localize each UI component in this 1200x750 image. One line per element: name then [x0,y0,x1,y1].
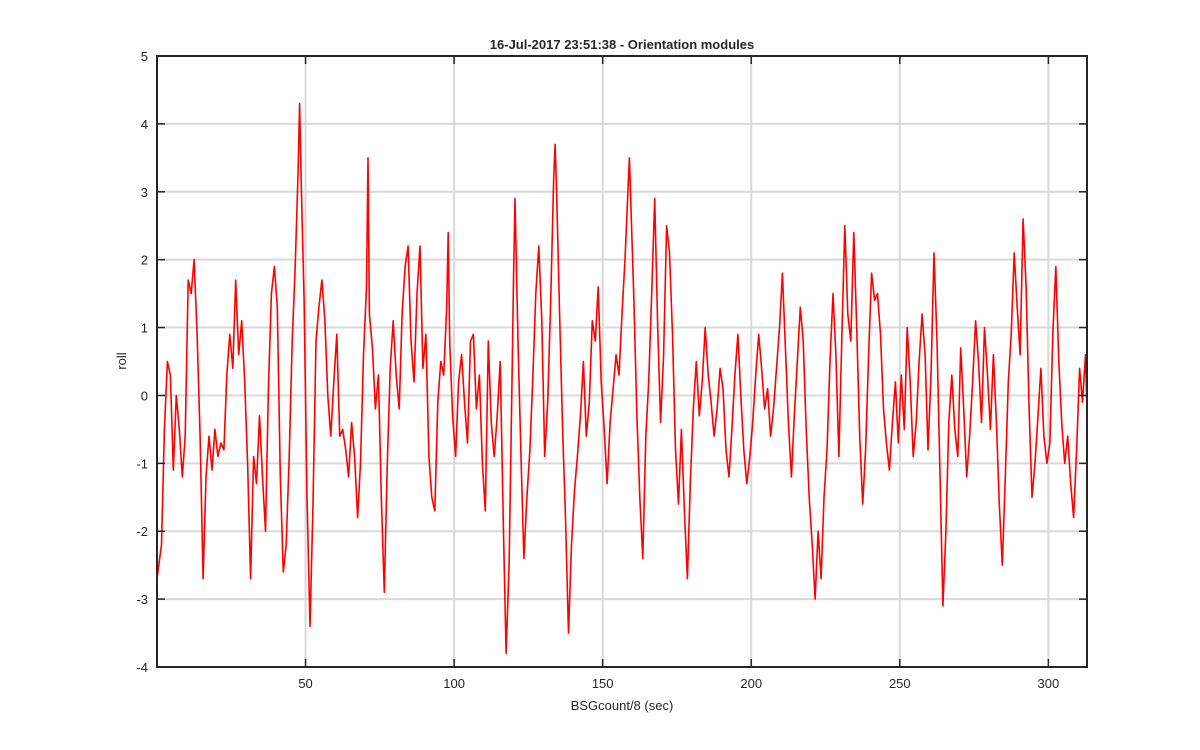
axes-box [156,55,1088,668]
y-tick-label: -3 [136,592,148,607]
x-tick-label: 250 [889,676,911,691]
series-line [156,102,1088,655]
x-tick-label: 150 [592,676,614,691]
chart-title: 16-Jul-2017 23:51:38 - Orientation modul… [490,37,754,52]
y-tick-label: 5 [141,49,148,64]
y-tick-label: -4 [136,660,148,675]
x-axis-label: BSGcount/8 (sec) [571,698,674,713]
x-tick-label: 100 [443,676,465,691]
y-tick-label: 1 [141,321,148,336]
x-tick-label: 50 [298,676,312,691]
x-tick-label: 300 [1038,676,1060,691]
y-tick-label: 0 [141,388,148,403]
y-tick-label: -2 [136,524,148,539]
series-layer [156,102,1088,655]
y-tick-label: -1 [136,456,148,471]
y-tick-label: 2 [141,253,148,268]
y-tick-label: 3 [141,185,148,200]
x-tick-label: 200 [740,676,762,691]
y-tick-label: 4 [141,117,148,132]
y-axis-label: roll [114,352,129,369]
axes: 50 100 150 200 250 300 -4 -3 -2 -1 0 1 2 3 4 5 [136,49,1088,691]
plot-area [157,56,1087,667]
